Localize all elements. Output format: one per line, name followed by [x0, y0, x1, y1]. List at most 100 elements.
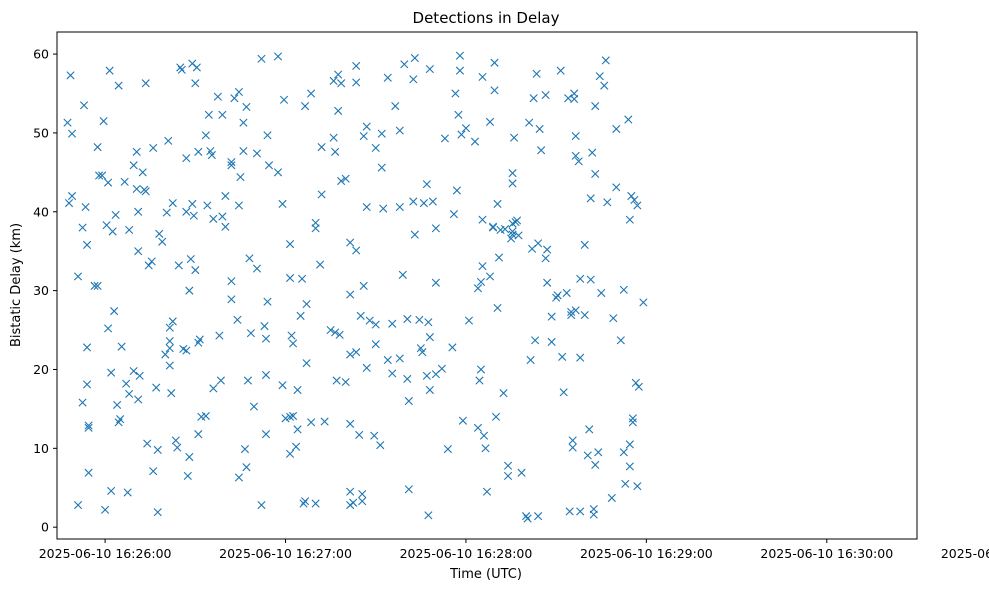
data-point-150	[285, 240, 295, 249]
data-point-297	[508, 169, 517, 178]
data-point-55	[143, 439, 152, 448]
data-point-274	[479, 431, 489, 440]
data-point-37	[117, 342, 126, 351]
data-point-305	[525, 118, 534, 127]
data-point-1	[64, 199, 74, 208]
data-point-116	[227, 277, 236, 286]
data-point-324	[558, 352, 567, 361]
x-tick-label-4: 2025-06-10 16:30:00	[760, 546, 893, 561]
data-point-188	[341, 378, 350, 387]
data-point-48	[134, 247, 143, 256]
data-point-145	[273, 52, 283, 61]
data-point-244	[425, 64, 434, 74]
data-point-157	[291, 442, 301, 451]
data-point-61	[153, 445, 162, 454]
data-point-23	[101, 505, 110, 514]
data-point-7	[78, 223, 87, 232]
data-point-229	[403, 374, 412, 384]
data-point-121	[234, 201, 244, 210]
data-point-352	[591, 460, 600, 469]
data-point-191	[346, 350, 355, 359]
data-point-163	[300, 102, 310, 111]
data-point-283	[491, 412, 501, 421]
data-point-36	[116, 415, 125, 424]
data-point-177	[329, 133, 338, 142]
data-point-15	[84, 421, 93, 430]
data-point-368	[624, 115, 633, 124]
data-point-113	[221, 222, 230, 231]
data-point-131	[246, 329, 256, 338]
data-point-359	[603, 198, 612, 207]
data-point-74	[168, 317, 177, 326]
data-point-17	[90, 281, 99, 290]
data-point-67	[164, 136, 173, 145]
data-point-79	[177, 65, 186, 74]
data-point-197	[352, 78, 361, 87]
data-point-200	[355, 430, 364, 440]
data-point-266	[473, 284, 483, 293]
data-point-40	[123, 488, 132, 497]
data-point-147	[278, 381, 287, 390]
data-point-175	[320, 417, 329, 426]
data-point-77	[174, 261, 183, 270]
data-point-211	[371, 320, 380, 329]
data-point-60	[152, 383, 161, 392]
data-point-335	[571, 131, 580, 141]
data-point-265	[470, 137, 480, 146]
data-point-370	[625, 462, 634, 471]
data-point-321	[552, 293, 561, 302]
data-point-337	[571, 306, 580, 315]
data-point-322	[553, 291, 562, 300]
y-tick-label-4: 40	[33, 204, 49, 219]
data-point-354	[594, 448, 603, 457]
data-point-148	[279, 95, 289, 104]
x-axis-ticks: 2025-06-10 16:26:00 2025-06-10 16:27:00 20…	[39, 539, 989, 561]
data-point-159	[293, 425, 302, 434]
data-point-345	[585, 425, 594, 434]
data-point-241	[422, 180, 431, 189]
data-point-38	[120, 177, 129, 186]
data-point-316	[541, 254, 550, 263]
data-point-89	[188, 199, 197, 208]
x-tick-label-2: 2025-06-10 16:28:00	[400, 546, 533, 561]
data-point-0	[63, 118, 72, 127]
data-point-126	[240, 445, 250, 454]
data-point-142	[263, 297, 272, 306]
y-tick-label-5: 50	[33, 125, 49, 140]
data-point-27	[105, 66, 114, 75]
data-point-139	[261, 370, 271, 380]
data-point-210	[370, 431, 379, 440]
data-point-313	[535, 124, 544, 134]
data-point-112	[221, 191, 230, 201]
data-point-344	[583, 451, 592, 460]
data-point-308	[529, 94, 538, 103]
data-point-19	[93, 143, 102, 152]
data-point-85	[185, 286, 194, 295]
data-point-9	[79, 101, 89, 110]
data-point-193	[346, 487, 355, 496]
y-tick-label-6: 60	[33, 47, 49, 62]
data-point-256	[451, 89, 460, 98]
data-point-326	[562, 288, 571, 298]
data-point-20	[95, 171, 104, 180]
data-point-171	[311, 499, 320, 508]
data-point-45	[132, 147, 141, 156]
data-point-367	[621, 479, 630, 488]
data-point-129	[243, 376, 253, 385]
data-point-341	[576, 507, 585, 516]
y-tick-label-0: 0	[41, 520, 49, 535]
y-tick-label-1: 10	[33, 441, 49, 456]
data-point-319	[547, 312, 556, 321]
data-point-153	[285, 449, 295, 458]
data-point-70	[165, 323, 174, 332]
data-point-91	[191, 79, 200, 88]
data-point-360	[607, 493, 616, 503]
data-point-346	[586, 275, 595, 284]
data-point-323	[556, 66, 565, 75]
data-point-146	[278, 199, 287, 208]
data-point-294	[508, 227, 517, 236]
data-point-63	[155, 229, 164, 238]
data-point-122	[234, 473, 244, 482]
data-point-357	[600, 81, 609, 90]
data-point-221	[388, 319, 397, 328]
